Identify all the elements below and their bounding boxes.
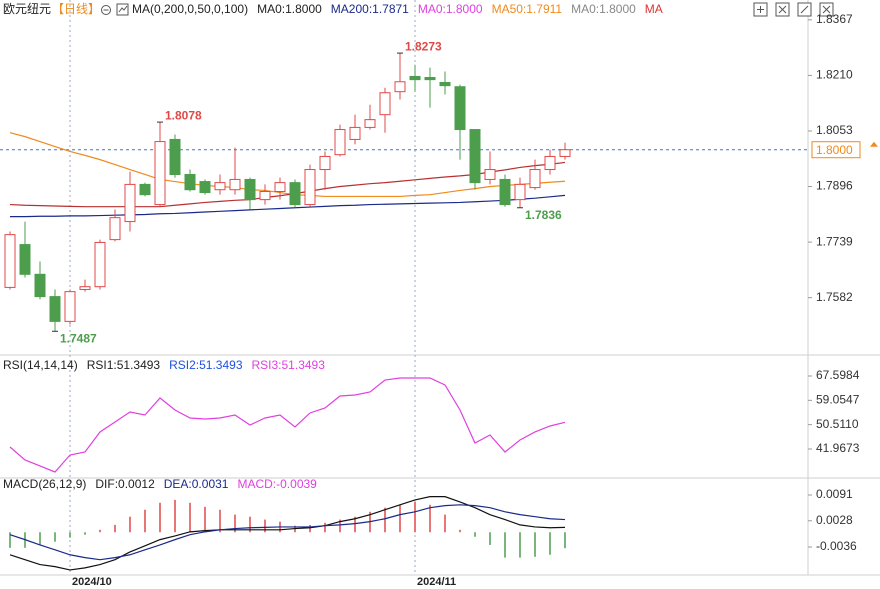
candle-body xyxy=(379,92,391,116)
candle-body xyxy=(199,181,211,194)
candle-body xyxy=(214,182,226,191)
high-label: 1.8273 xyxy=(405,39,442,53)
candle-body xyxy=(454,86,466,131)
x-tick-label: 2024/11 xyxy=(417,576,456,588)
candle-body xyxy=(439,81,451,87)
candle-body xyxy=(529,169,541,189)
low-label: 1.7836 xyxy=(525,208,562,222)
y-tick-label: 50.5110 xyxy=(816,417,859,431)
settings-icon-line xyxy=(118,5,128,13)
candle-body xyxy=(79,286,91,291)
icon-glyph xyxy=(800,5,809,14)
legend-text: RSI(14,14,14) xyxy=(3,358,78,372)
legend-text: RSI3:51.3493 xyxy=(252,358,326,372)
y-tick-label: -0.0036 xyxy=(816,539,857,553)
legend-text: DIF:0.0012 xyxy=(95,477,155,491)
y-tick-label: 1.7896 xyxy=(816,179,853,193)
legend-text: MA200:1.7871 xyxy=(331,2,409,16)
last-price-label: 1.8000 xyxy=(816,143,853,157)
indicator-line xyxy=(9,377,566,473)
candle-body xyxy=(364,119,376,128)
candle-body xyxy=(49,296,61,322)
settings-icon[interactable] xyxy=(116,3,129,16)
candle-body xyxy=(94,241,106,288)
indicator-line xyxy=(10,194,566,218)
candle-body xyxy=(349,126,361,140)
candle-body xyxy=(169,138,181,175)
x-tick-label: 2024/10 xyxy=(72,576,112,588)
candle-body xyxy=(499,178,511,206)
candle-body xyxy=(319,155,331,171)
legend-text: RSI2:51.3493 xyxy=(169,358,243,372)
y-tick-label: 1.8210 xyxy=(816,68,853,82)
legend-text: MA50:1.7911 xyxy=(492,2,563,16)
icon-glyph xyxy=(822,5,831,14)
period-label[interactable]: 【日线】 xyxy=(52,2,100,16)
candle-body xyxy=(184,173,196,191)
legend-text: MACD:-0.0039 xyxy=(237,477,317,491)
y-tick-label: 59.0547 xyxy=(816,393,860,407)
last-price-box xyxy=(811,141,861,159)
candle-body xyxy=(229,178,241,191)
y-tick-label: 0.0091 xyxy=(816,487,853,501)
indicator-line xyxy=(9,496,566,571)
candle-body xyxy=(139,183,151,196)
legend-text: MA xyxy=(645,2,663,16)
candle-body xyxy=(244,178,256,201)
y-tick-label: 1.7739 xyxy=(816,234,853,248)
indicator-line xyxy=(9,132,566,198)
candle-body xyxy=(289,182,301,206)
y-tick-label: 41.9673 xyxy=(816,441,860,455)
candle-body xyxy=(4,234,16,288)
candle-body xyxy=(469,129,481,184)
legend-text: MA0:1.8000 xyxy=(257,2,322,16)
y-tick-label: 0.0028 xyxy=(816,513,853,527)
candle-body xyxy=(394,81,406,93)
candle-body xyxy=(154,141,166,206)
high-label: 1.8078 xyxy=(165,108,202,122)
low-label: 1.7487 xyxy=(60,331,97,345)
legend-text: RSI1:51.3493 xyxy=(87,358,161,372)
candle-body xyxy=(484,169,496,180)
legend-text: MA0:1.8000 xyxy=(418,2,483,16)
candle-body xyxy=(19,244,31,275)
symbol-title: 欧元纽元 xyxy=(3,2,51,16)
candle-body xyxy=(259,190,271,201)
candle-body xyxy=(304,169,316,206)
y-tick-label: 1.7582 xyxy=(816,290,853,304)
legend-text: MA(0,200,0,50,0,100) xyxy=(132,2,248,16)
candle-body xyxy=(559,149,571,157)
legend-text: MACD(26,12,9) xyxy=(3,477,86,491)
y-tick-label: 1.8367 xyxy=(816,12,853,26)
candle-body xyxy=(409,75,421,81)
candle-body xyxy=(64,291,76,322)
toolbar-icons xyxy=(101,2,834,17)
last-price-arrow xyxy=(870,141,878,147)
candle-body xyxy=(109,217,121,241)
candle-body xyxy=(334,129,346,156)
icon-glyph xyxy=(778,5,787,14)
candle-body xyxy=(274,182,286,192)
indicator-line xyxy=(9,504,566,561)
candle-body xyxy=(424,77,436,81)
candle-body xyxy=(124,183,136,223)
legend-text: DEA:0.0031 xyxy=(164,477,229,491)
legend-text: MA0:1.8000 xyxy=(571,2,636,16)
candle-body xyxy=(514,183,526,201)
candle-body xyxy=(544,155,556,171)
candle-body xyxy=(34,273,46,298)
y-tick-label: 67.5984 xyxy=(816,368,860,382)
y-tick-label: 1.8053 xyxy=(816,123,853,137)
